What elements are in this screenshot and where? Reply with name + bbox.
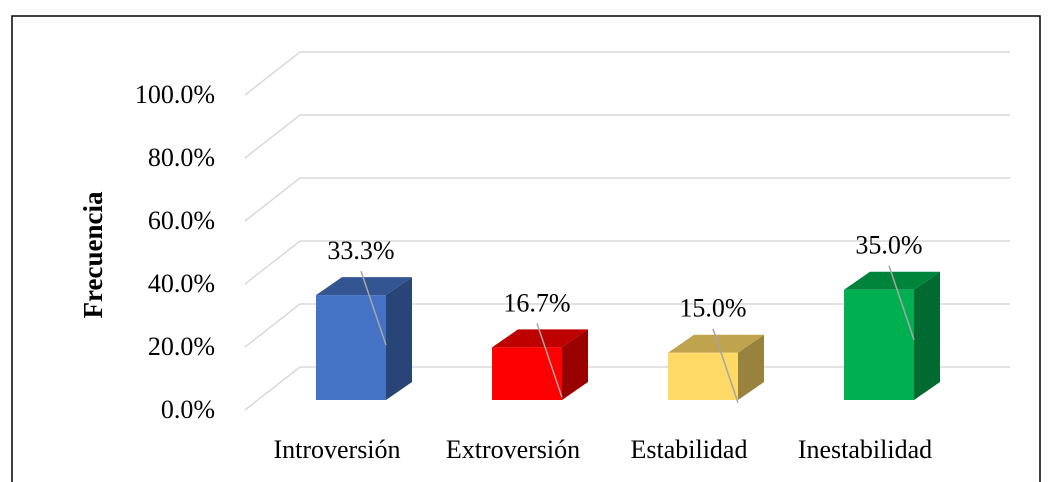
y-tick-label: 0.0% [161, 395, 215, 424]
grid-line [244, 366, 301, 411]
bar-side [562, 329, 588, 400]
leader-line [536, 323, 563, 398]
chart-frame [11, 15, 1041, 482]
data-label: 35.0% [855, 231, 922, 260]
x-tick-label: Extroversión [446, 435, 580, 464]
y-tick-label: 80.0% [148, 143, 215, 172]
bar-side [738, 334, 764, 400]
bar-side [386, 277, 412, 400]
y-tick-label: 100.0% [135, 80, 215, 109]
x-tick-label: Inestabilidad [798, 435, 932, 464]
grid-line [244, 177, 301, 222]
bar [668, 352, 738, 400]
grid-line [244, 114, 301, 159]
bar-side [914, 271, 940, 400]
x-tick-label: Estabilidad [631, 435, 748, 464]
bar-top [844, 271, 940, 290]
bar-top [492, 329, 588, 348]
leader-line [712, 328, 739, 403]
y-tick-label: 20.0% [148, 332, 215, 361]
data-label: 15.0% [679, 294, 746, 323]
y-axis-title: Frecuencia [78, 191, 108, 318]
y-tick-label: 40.0% [148, 269, 215, 298]
bar-top [668, 334, 764, 353]
leader-line [888, 265, 915, 340]
leader-line [360, 270, 387, 346]
grid-line [244, 51, 301, 96]
bar [844, 289, 914, 400]
grid-line [244, 240, 301, 285]
bar [316, 295, 386, 400]
grid-line [244, 303, 301, 348]
bar [492, 347, 562, 400]
x-tick-label: Introversión [273, 435, 400, 464]
y-tick-label: 60.0% [148, 206, 215, 235]
data-label: 33.3% [327, 236, 394, 265]
data-label: 16.7% [503, 288, 570, 317]
bar-top [316, 277, 412, 296]
